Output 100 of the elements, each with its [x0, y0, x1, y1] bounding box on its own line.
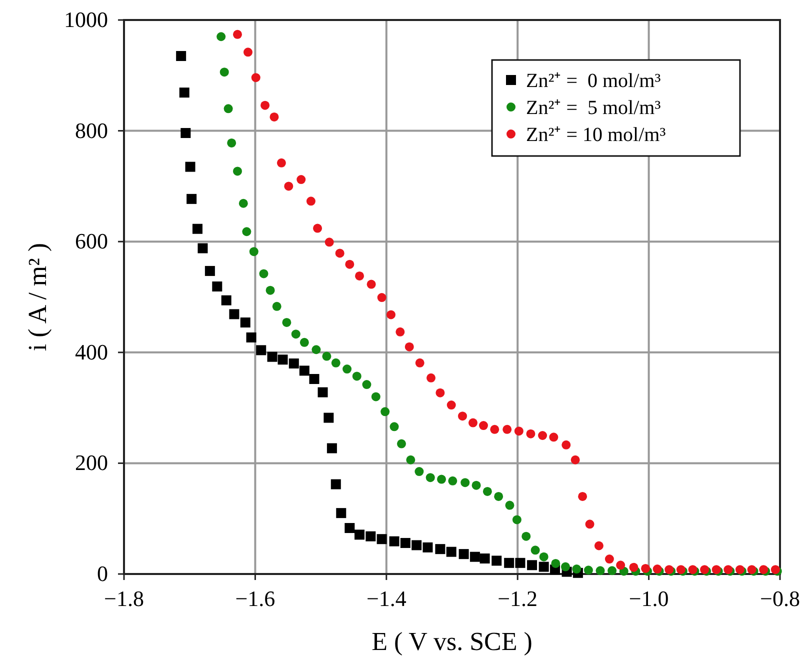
point	[426, 373, 436, 382]
point	[494, 492, 504, 501]
point	[608, 566, 617, 576]
point	[330, 479, 341, 490]
point	[527, 560, 538, 570]
point	[229, 309, 240, 320]
point	[515, 558, 526, 568]
point	[538, 562, 549, 572]
y-axis-title: i ( A / m² )	[23, 242, 52, 352]
point	[396, 439, 406, 448]
point	[594, 541, 604, 550]
point	[446, 400, 456, 410]
point	[376, 534, 387, 544]
point	[212, 281, 222, 292]
x-tick-label: −1.0	[628, 586, 669, 611]
point	[309, 374, 320, 384]
point	[560, 562, 570, 572]
x-tick-label: −0.8	[760, 586, 800, 611]
point	[406, 455, 416, 464]
point	[396, 327, 405, 336]
point	[246, 332, 256, 342]
point	[412, 540, 422, 550]
point	[266, 286, 275, 295]
point	[616, 560, 626, 570]
point	[366, 280, 376, 289]
point	[512, 515, 522, 524]
point	[342, 364, 352, 374]
point	[480, 553, 490, 564]
y-tick-label: 600	[75, 228, 108, 254]
point	[345, 260, 354, 269]
point	[324, 412, 334, 423]
point	[366, 531, 376, 542]
point	[344, 523, 355, 534]
point	[224, 104, 233, 114]
point	[204, 266, 215, 276]
point	[584, 566, 593, 575]
point	[331, 358, 340, 368]
legend-label: Zn²⁺ = 0 mol/m³	[526, 70, 661, 92]
point	[604, 554, 614, 564]
point	[227, 138, 236, 148]
point	[415, 358, 424, 368]
point	[179, 88, 190, 98]
point	[641, 564, 650, 573]
point	[324, 238, 334, 247]
point	[551, 558, 560, 568]
point	[180, 128, 191, 138]
point	[377, 293, 386, 302]
point	[260, 100, 270, 110]
point	[380, 407, 390, 416]
point	[251, 73, 260, 82]
point	[629, 562, 638, 572]
point	[242, 227, 252, 236]
point	[460, 478, 470, 488]
x-tick-label: −1.4	[366, 586, 406, 611]
point	[478, 421, 488, 430]
point	[267, 352, 278, 362]
point	[436, 388, 445, 398]
point	[220, 68, 229, 77]
x-tick-label: −1.6	[235, 586, 276, 611]
point	[176, 51, 186, 62]
point	[502, 424, 512, 434]
point	[336, 508, 346, 518]
point	[216, 32, 226, 42]
point	[458, 412, 467, 421]
point	[414, 467, 424, 476]
point	[596, 566, 605, 576]
point	[386, 310, 396, 320]
point	[198, 243, 208, 254]
x-axis-title: E ( V vs. SCE )	[372, 627, 532, 656]
point	[389, 536, 400, 546]
point	[490, 424, 500, 434]
point	[435, 544, 446, 554]
point	[426, 473, 435, 482]
point	[504, 558, 514, 568]
point	[192, 224, 202, 234]
point	[354, 530, 365, 540]
point	[270, 112, 279, 122]
point	[326, 443, 337, 454]
point	[422, 542, 433, 552]
point	[371, 392, 380, 402]
point	[505, 500, 514, 510]
point	[514, 426, 524, 436]
point	[306, 196, 316, 206]
point	[355, 271, 364, 280]
x-tick-label: −1.8	[104, 586, 144, 611]
point	[312, 345, 321, 354]
point	[335, 248, 344, 258]
point	[272, 302, 282, 311]
point	[318, 387, 328, 398]
point	[278, 354, 288, 365]
point	[472, 480, 481, 490]
point	[291, 330, 300, 339]
point	[322, 352, 332, 361]
point	[400, 538, 410, 548]
point	[186, 194, 197, 204]
y-tick-label: 400	[75, 339, 108, 364]
point	[232, 166, 242, 176]
point	[572, 564, 582, 574]
point	[238, 198, 248, 208]
y-tick-label: 800	[75, 118, 108, 143]
